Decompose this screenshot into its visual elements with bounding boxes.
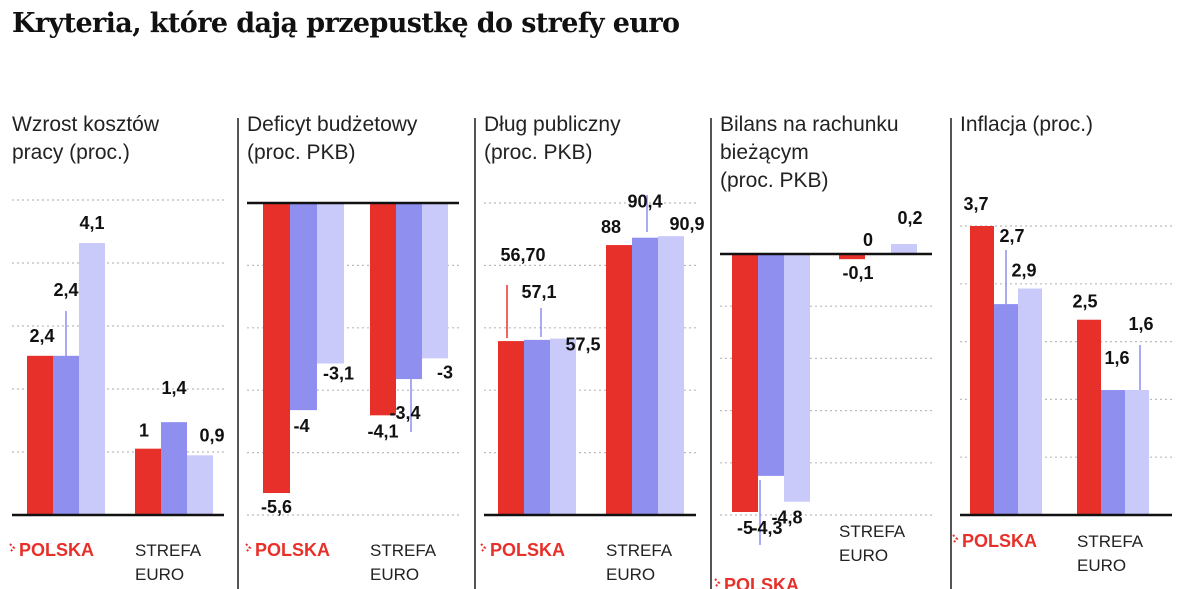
bar: [970, 226, 994, 515]
data-label: 90,9: [669, 214, 704, 234]
data-label: 2,4: [29, 326, 54, 346]
bar: [891, 244, 917, 254]
polska-marker-icon: [714, 578, 721, 588]
category-label-euro: EURO: [606, 565, 655, 584]
category-label-polska: POLSKA: [724, 575, 799, 589]
category-label-euro: EURO: [1077, 556, 1126, 575]
category-label-euro: STREFA: [1077, 532, 1144, 551]
data-label: 90,4: [627, 192, 662, 212]
main-title: Kryteria, które dają przepustkę do stref…: [12, 8, 680, 39]
bar: [53, 355, 79, 515]
data-label: 57,1: [521, 282, 556, 302]
data-label: 57,5: [565, 335, 600, 355]
category-label-polska: POLSKA: [490, 540, 565, 560]
category-label-euro: EURO: [839, 546, 888, 565]
data-label: 0: [863, 230, 873, 250]
category-label-euro: STREFA: [370, 541, 437, 560]
data-label: -5: [737, 518, 753, 538]
data-label: -4,3: [751, 518, 782, 538]
bar: [370, 203, 396, 416]
bar: [498, 341, 524, 515]
bar: [187, 455, 213, 515]
polska-marker-icon: [952, 534, 959, 544]
bar: [135, 448, 161, 515]
bar: [317, 203, 344, 364]
data-label: -3,1: [323, 364, 354, 384]
data-label: -5,6: [261, 497, 292, 517]
data-label: 1,4: [161, 378, 186, 398]
category-label-euro: STREFA: [839, 522, 906, 541]
bar: [550, 338, 576, 515]
bar: [27, 355, 53, 515]
category-label-polska: POLSKA: [255, 540, 330, 560]
bar: [758, 254, 784, 476]
data-label: 0,9: [199, 425, 224, 445]
data-label: 2,5: [1072, 292, 1097, 312]
data-label: 2,9: [1011, 260, 1036, 280]
panel-title: bieżącym: [720, 141, 809, 164]
panel-title: Dług publiczny: [484, 113, 621, 136]
data-label: 1: [139, 421, 149, 441]
data-label: -4: [293, 416, 309, 436]
polska-marker-icon: [245, 543, 252, 553]
category-label-euro: STREFA: [135, 541, 202, 560]
bar: [732, 254, 758, 512]
category-label-polska: POLSKA: [962, 531, 1037, 551]
bar: [290, 203, 317, 411]
panel-title: Deficyt budżetowy: [247, 113, 418, 136]
data-label: 2,4: [53, 280, 78, 300]
category-label-euro: STREFA: [606, 541, 673, 560]
bar: [658, 236, 684, 515]
bar: [994, 304, 1018, 515]
panel-title: (proc. PKB): [247, 141, 356, 164]
data-label: 0,2: [897, 208, 922, 228]
data-label: 1,6: [1128, 314, 1153, 334]
data-label: -3,4: [389, 403, 420, 423]
panel-1: Wzrost kosztów pracy (proc.) 2,4 2,4 4,1 1 1,4…: [9, 113, 225, 584]
polska-marker-icon: [9, 543, 16, 553]
data-label: 3,7: [963, 194, 988, 214]
data-label: 4,1: [79, 213, 104, 233]
bar: [632, 237, 658, 515]
category-label-euro: EURO: [370, 565, 419, 584]
category-label-polska: POLSKA: [19, 540, 94, 560]
data-label: 2,7: [999, 226, 1024, 246]
category-label-euro: EURO: [135, 565, 184, 584]
data-label: -4,8: [771, 508, 802, 528]
bar: [1018, 288, 1042, 515]
panel-2: Deficyt budżetowy (proc. PKB) -5,6 -4 -3,1 -4…: [237, 113, 459, 589]
bar: [1101, 390, 1125, 515]
panel-title: Bilans na rachunku: [720, 113, 899, 136]
data-label: -0,1: [842, 263, 873, 283]
bar: [1077, 319, 1101, 515]
polska-marker-icon: [480, 543, 487, 553]
data-label: 1,6: [1104, 348, 1129, 368]
data-label: -3: [437, 362, 453, 382]
panel-5: Inflacja (proc.) 3,7 2,7 2,9 2,5 1,6 1,6 POLSKA…: [950, 113, 1172, 589]
bar: [161, 422, 187, 515]
panel-title: (proc. PKB): [484, 141, 593, 164]
bar: [606, 245, 632, 516]
bar: [396, 203, 422, 380]
bar: [263, 203, 290, 493]
data-label: -4,1: [367, 421, 398, 441]
bar: [1125, 390, 1149, 515]
bar: [79, 243, 105, 515]
panel-title: Wzrost kosztów: [12, 113, 160, 136]
panel-title: pracy (proc.): [12, 141, 130, 164]
data-label: 56,70: [500, 245, 545, 265]
data-label: 88: [601, 217, 621, 237]
panel-title: (proc. PKB): [720, 169, 829, 192]
panel-title: Inflacja (proc.): [960, 113, 1093, 136]
panel-3: Dług publiczny (proc. PKB) 56,70 57,1 57,5 88…: [474, 113, 705, 589]
bar: [524, 339, 550, 515]
bar: [839, 254, 865, 260]
bar: [422, 203, 448, 359]
bar: [784, 254, 810, 502]
